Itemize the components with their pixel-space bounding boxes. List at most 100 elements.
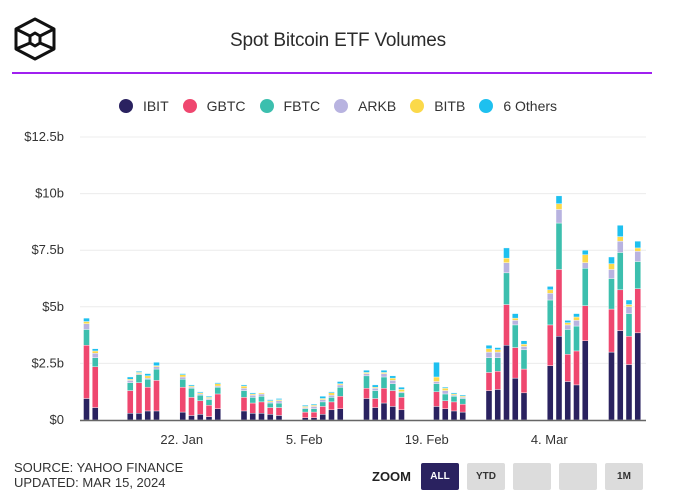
bar-segment-arkb[interactable]: [503, 262, 510, 274]
zoom-all-button[interactable]: ALL: [421, 463, 459, 490]
bar-segment-fbtc[interactable]: [634, 261, 641, 289]
bar-segment-gbtc[interactable]: [625, 336, 633, 365]
bar-segment-ibit[interactable]: [188, 415, 195, 421]
bar-segment-bitb[interactable]: [433, 376, 440, 382]
bar-segment-6-others[interactable]: [328, 391, 335, 394]
bar-segment-ibit[interactable]: [240, 410, 248, 421]
bar-segment-arkb[interactable]: [380, 373, 388, 378]
bar-stack[interactable]: [555, 195, 563, 421]
bar-stack[interactable]: [442, 386, 449, 421]
bar-segment-arkb[interactable]: [555, 209, 563, 224]
bar-segment-6-others[interactable]: [617, 225, 624, 237]
bar-segment-gbtc[interactable]: [240, 397, 248, 412]
bar-segment-arkb[interactable]: [617, 240, 624, 253]
bar-segment-fbtc[interactable]: [573, 325, 580, 352]
bar-segment-arkb[interactable]: [258, 393, 265, 397]
bar-segment-ibit[interactable]: [153, 410, 160, 421]
bar-segment-6-others[interactable]: [634, 240, 641, 249]
bar-segment-gbtc[interactable]: [337, 396, 344, 409]
legend-item-bitb[interactable]: BITB: [410, 98, 465, 114]
bar-segment-6-others[interactable]: [83, 317, 90, 322]
bar-stack[interactable]: [503, 247, 510, 421]
bar-stack[interactable]: [153, 362, 160, 421]
bar-segment-arkb[interactable]: [520, 346, 528, 351]
bar-segment-fbtc[interactable]: [135, 374, 143, 383]
bar-segment-arkb[interactable]: [83, 323, 90, 330]
bar-stack[interactable]: [372, 384, 379, 421]
bar-segment-fbtc[interactable]: [433, 383, 440, 392]
bar-segment-fbtc[interactable]: [608, 278, 615, 310]
bar-segment-gbtc[interactable]: [319, 406, 326, 415]
bar-segment-ibit[interactable]: [442, 408, 449, 421]
bar-segment-arkb[interactable]: [337, 384, 344, 388]
bar-segment-fbtc[interactable]: [275, 402, 283, 408]
bar-segment-gbtc[interactable]: [608, 308, 615, 353]
bar-segment-ibit[interactable]: [267, 414, 274, 421]
bar-stack[interactable]: [634, 240, 641, 421]
bar-segment-gbtc[interactable]: [564, 354, 571, 382]
bar-segment-bitb[interactable]: [608, 263, 615, 270]
bar-segment-6-others[interactable]: [398, 386, 405, 390]
bar-segment-ibit[interactable]: [459, 411, 466, 421]
bar-segment-gbtc[interactable]: [363, 388, 370, 399]
bar-stack[interactable]: [310, 403, 318, 421]
bar-segment-ibit[interactable]: [617, 330, 624, 421]
bar-stack[interactable]: [328, 391, 335, 421]
bar-segment-gbtc[interactable]: [179, 386, 186, 413]
bar-stack[interactable]: [83, 317, 90, 421]
bar-segment-fbtc[interactable]: [328, 397, 335, 403]
bar-segment-arkb[interactable]: [634, 251, 641, 262]
bar-segment-arkb[interactable]: [127, 380, 134, 383]
bar-segment-ibit[interactable]: [608, 351, 615, 421]
bar-segment-ibit[interactable]: [92, 407, 99, 421]
legend-item-others[interactable]: 6 Others: [479, 98, 557, 114]
bar-segment-fbtc[interactable]: [459, 398, 466, 405]
bar-segment-6-others[interactable]: [205, 396, 213, 398]
bar-segment-6-others[interactable]: [442, 386, 449, 389]
bar-segment-gbtc[interactable]: [573, 350, 580, 386]
bar-segment-fbtc[interactable]: [214, 386, 221, 395]
bar-segment-6-others[interactable]: [608, 256, 615, 264]
bar-segment-fbtc[interactable]: [144, 379, 151, 388]
bar-segment-ibit[interactable]: [555, 336, 563, 421]
bar-segment-arkb[interactable]: [433, 381, 440, 384]
bar-segment-6-others[interactable]: [319, 396, 326, 399]
bar-segment-arkb[interactable]: [485, 351, 493, 358]
bar-segment-gbtc[interactable]: [485, 372, 493, 391]
bar-segment-6-others[interactable]: [485, 345, 493, 349]
bar-segment-fbtc[interactable]: [372, 390, 379, 399]
bar-segment-arkb[interactable]: [310, 406, 318, 409]
bar-segment-6-others[interactable]: [625, 299, 633, 305]
bar-segment-fbtc[interactable]: [153, 368, 160, 381]
bar-stack[interactable]: [582, 249, 589, 421]
bar-segment-arkb[interactable]: [389, 380, 396, 384]
bar-segment-fbtc[interactable]: [83, 329, 90, 346]
bar-segment-gbtc[interactable]: [372, 398, 379, 408]
bar-segment-6-others[interactable]: [267, 399, 274, 401]
bar-segment-6-others[interactable]: [494, 347, 501, 351]
bar-segment-gbtc[interactable]: [258, 401, 265, 414]
bar-segment-fbtc[interactable]: [240, 390, 248, 398]
zoom-1m-button[interactable]: 1M: [605, 463, 643, 490]
bar-segment-fbtc[interactable]: [450, 396, 458, 403]
bar-segment-gbtc[interactable]: [398, 397, 405, 411]
bar-segment-bitb[interactable]: [520, 343, 528, 347]
bar-segment-6-others[interactable]: [372, 384, 379, 388]
bar-stack[interactable]: [608, 256, 615, 421]
bar-segment-ibit[interactable]: [512, 377, 519, 421]
bar-segment-ibit[interactable]: [389, 406, 396, 421]
bar-segment-gbtc[interactable]: [275, 407, 283, 416]
bar-segment-ibit[interactable]: [494, 389, 501, 421]
bar-segment-arkb[interactable]: [92, 353, 99, 358]
bar-stack[interactable]: [144, 373, 151, 421]
bar-segment-fbtc[interactable]: [197, 394, 204, 401]
bar-segment-arkb[interactable]: [625, 306, 633, 314]
bar-segment-arkb[interactable]: [442, 390, 449, 395]
bar-stack[interactable]: [127, 376, 134, 421]
bar-segment-6-others[interactable]: [144, 373, 151, 377]
bar-segment-bitb[interactable]: [328, 392, 335, 396]
bar-segment-fbtc[interactable]: [617, 252, 624, 291]
bar-segment-fbtc[interactable]: [398, 392, 405, 398]
bar-segment-gbtc[interactable]: [617, 289, 624, 331]
bar-stack[interactable]: [267, 399, 274, 421]
